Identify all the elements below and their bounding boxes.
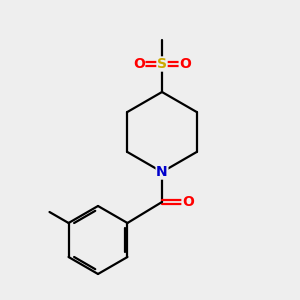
Text: O: O [179, 57, 191, 71]
Text: O: O [133, 57, 145, 71]
Text: S: S [157, 57, 167, 71]
Text: O: O [182, 195, 194, 209]
Text: N: N [156, 165, 168, 179]
